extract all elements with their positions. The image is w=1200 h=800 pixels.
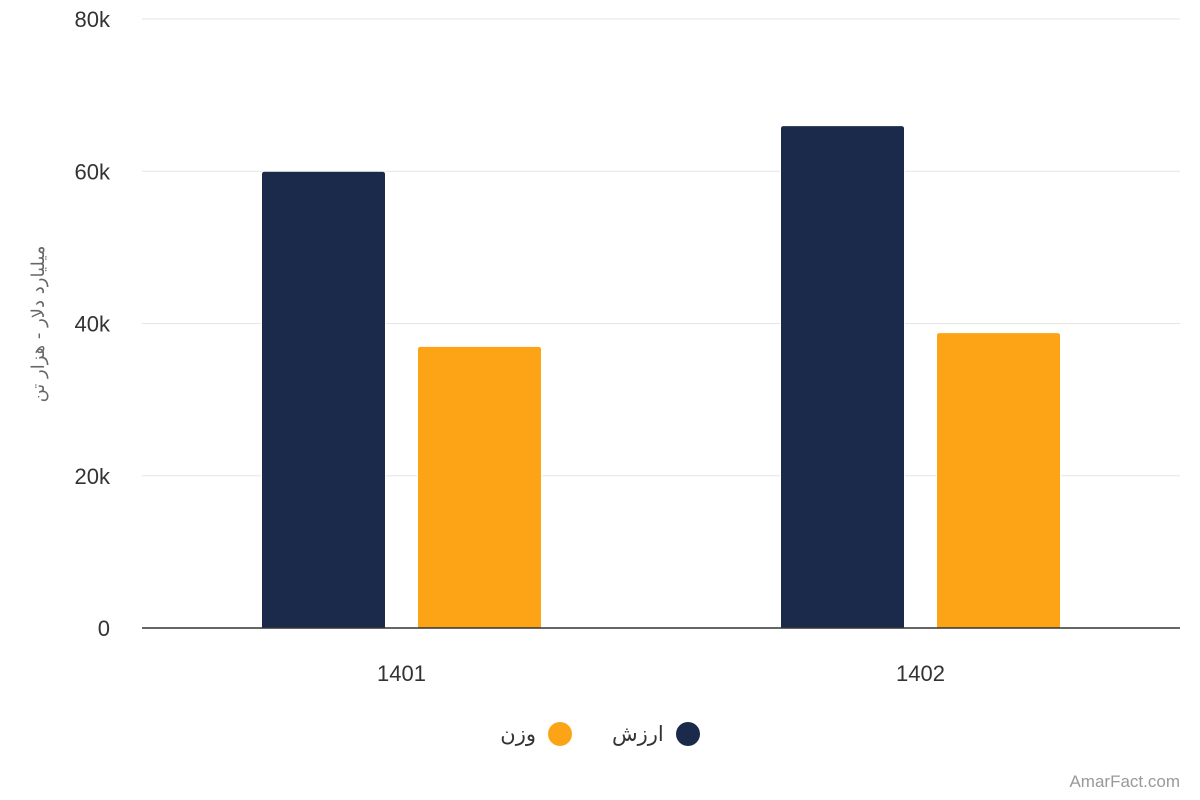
bars (261, 125, 1061, 629)
legend-item-weight[interactable]: وزن (500, 722, 572, 746)
legend-label-weight: وزن (500, 722, 536, 746)
credit-text[interactable]: AmarFact.com (1069, 772, 1180, 791)
legend-swatch-value (675, 722, 700, 746)
y-axis-ticks: 0 20k 40k 60k 80k (75, 7, 111, 641)
bar-weight-1401[interactable] (417, 345, 542, 629)
y-tick-label: 0 (98, 616, 110, 641)
legend-item-value[interactable]: ارزش (612, 722, 700, 746)
y-tick-label: 80k (75, 7, 111, 32)
bar-value-1402[interactable] (780, 125, 905, 629)
legend: ارزش وزن (0, 722, 1200, 746)
y-tick-label: 40k (75, 312, 111, 337)
y-tick-label: 60k (75, 159, 111, 184)
x-axis-ticks: 1401 1402 (377, 661, 945, 686)
legend-swatch-weight (547, 722, 572, 746)
y-tick-label: 20k (75, 464, 111, 489)
bar-value-1401[interactable] (261, 170, 386, 629)
y-axis-title: میلیارد دلار - هزار تن (28, 246, 49, 403)
x-tick-label: 1402 (896, 661, 945, 686)
bar-weight-1402[interactable] (936, 332, 1061, 629)
legend-label-value: ارزش (611, 722, 664, 746)
x-tick-label: 1401 (377, 661, 426, 686)
